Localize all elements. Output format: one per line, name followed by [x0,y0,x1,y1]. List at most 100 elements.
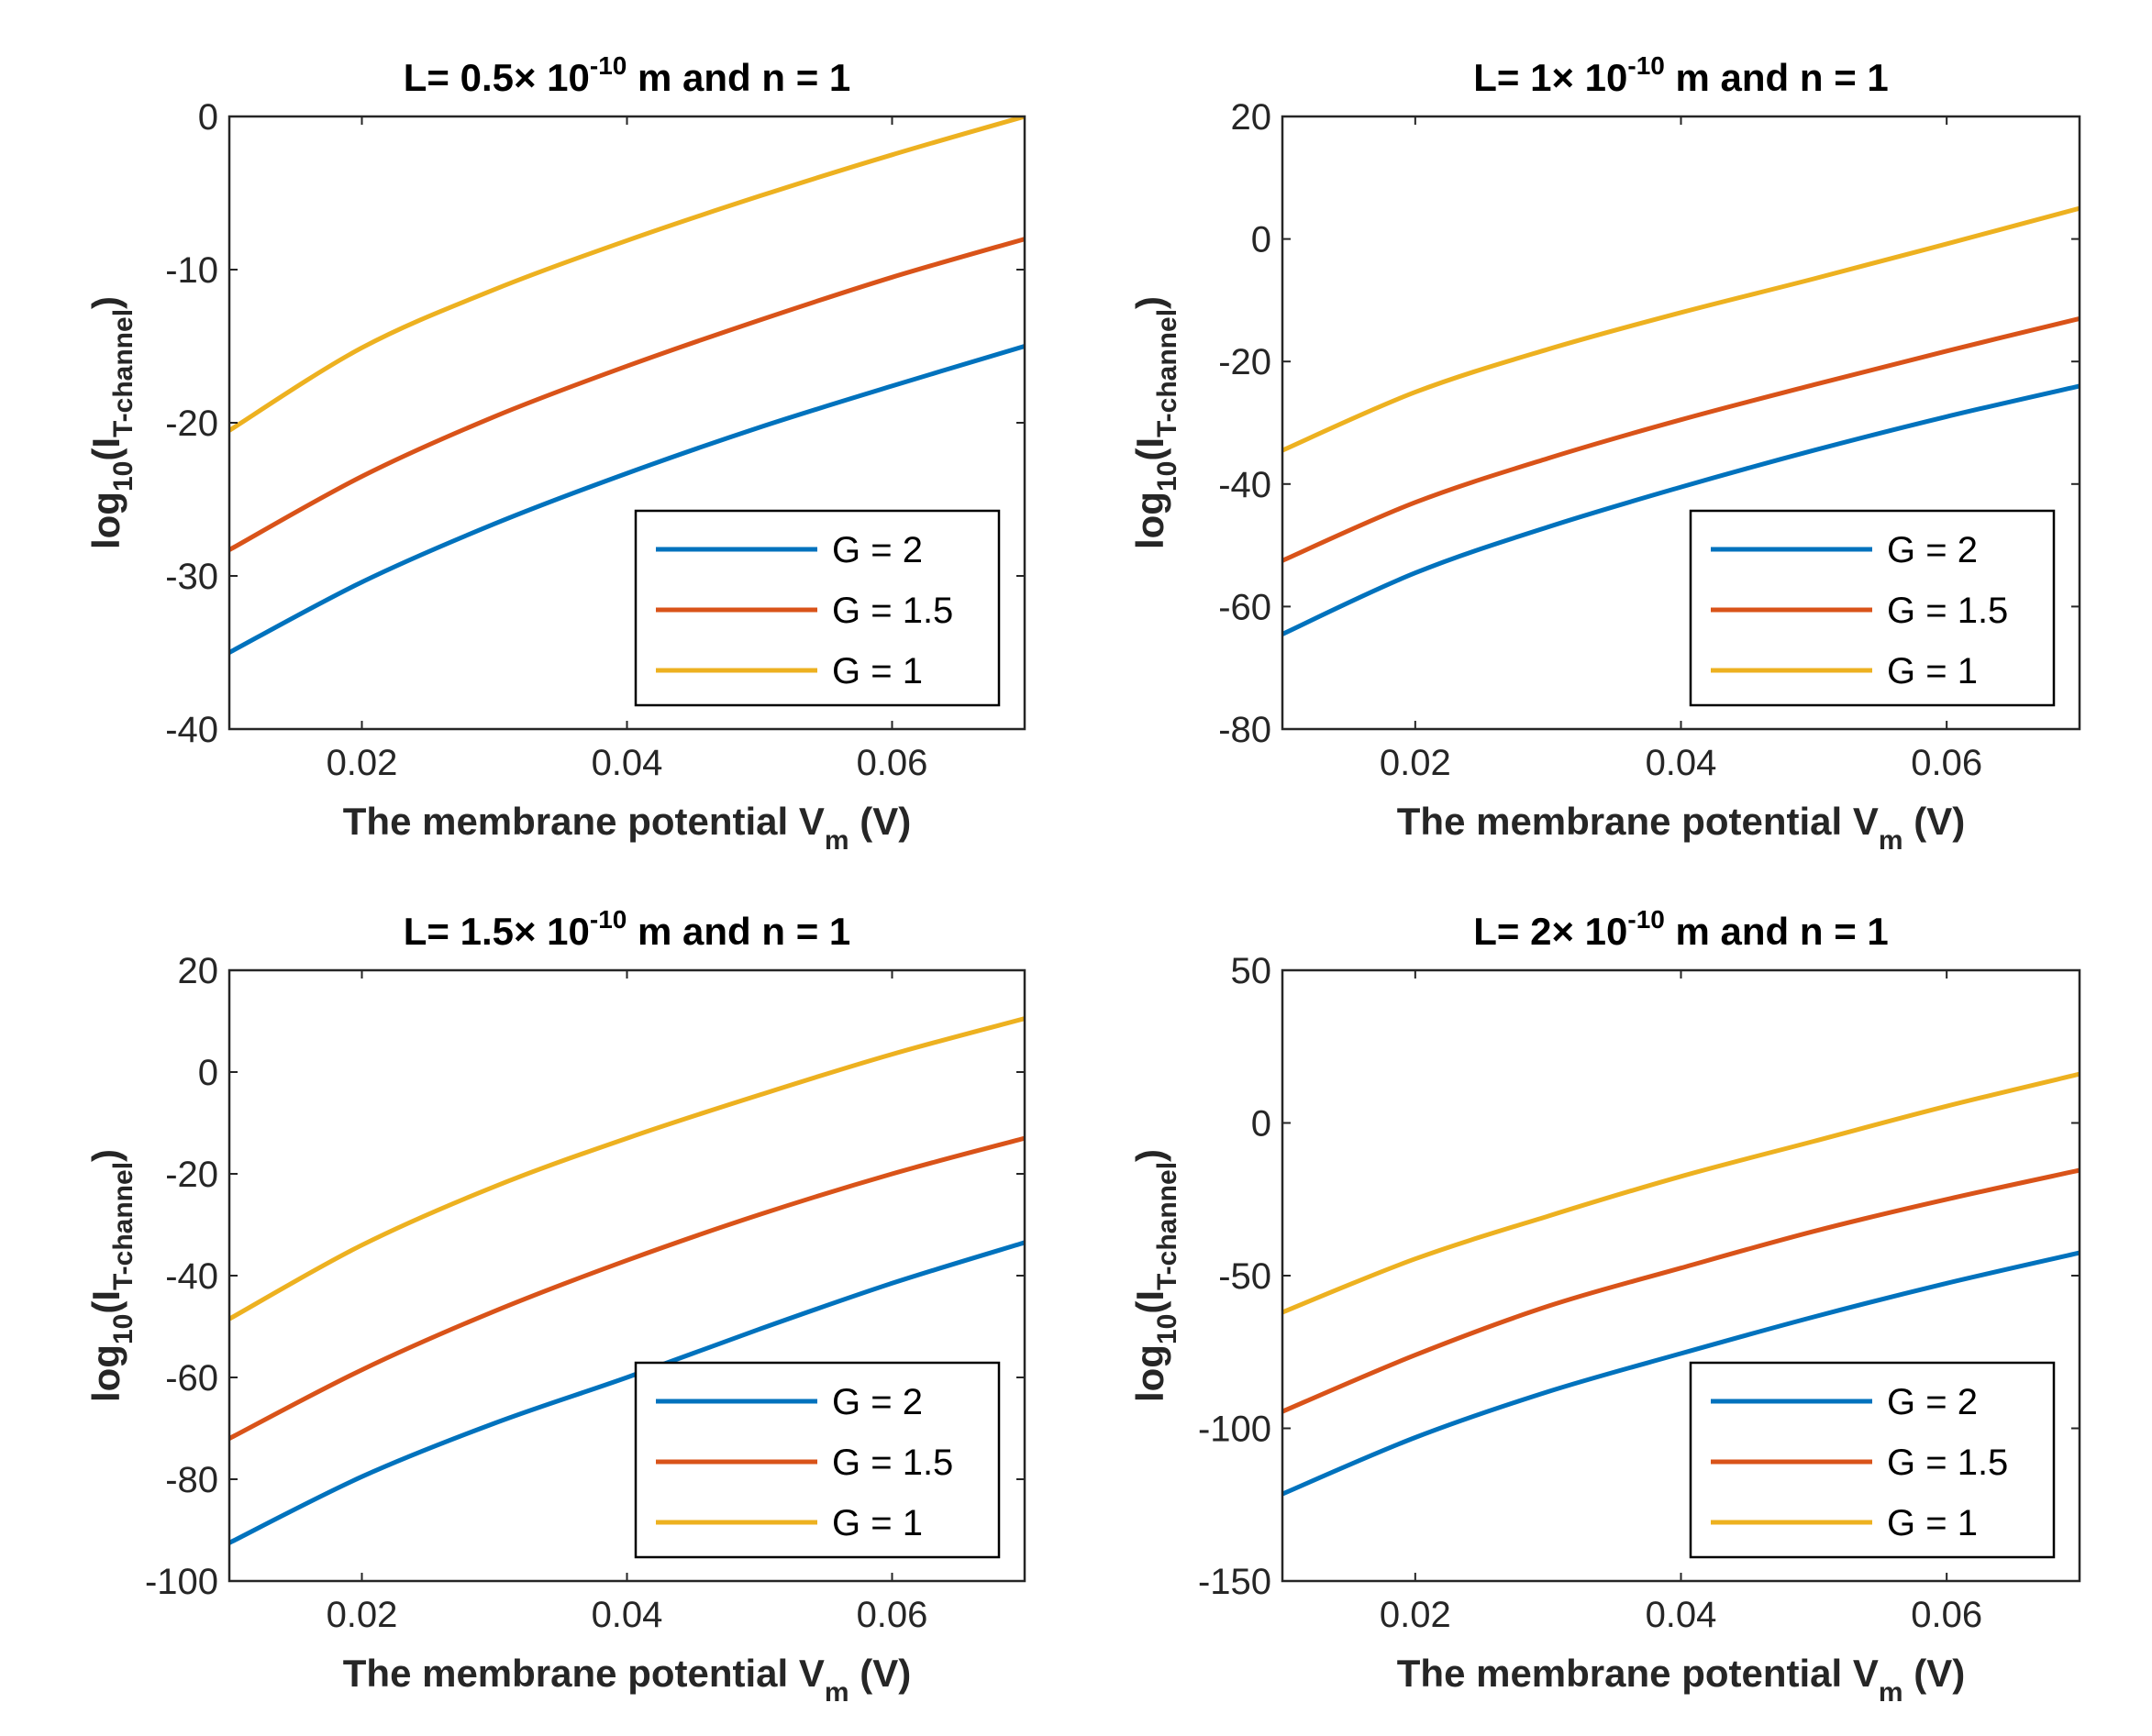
y-tick-label: -20 [1218,342,1271,382]
ylabel-tail: ) [84,296,128,309]
title-superscript: -10 [590,51,627,80]
series-line-3 [1282,1071,2080,1315]
series-line-1 [229,1240,1025,1545]
y-tick-label: -40 [165,1256,218,1297]
chart-title: L= 0.5× 10-10 m and n = 1 [404,51,851,99]
ylabel-sub-channel: T-channel [1152,1162,1182,1290]
series-line-2 [1282,1167,2080,1414]
legend-label: G = 1.5 [1887,1443,2008,1483]
y-tick-label: -50 [1218,1256,1271,1297]
legend-label: G = 2 [832,530,923,570]
y-tick-label: -20 [165,404,218,444]
x-axis-label: The membrane potential Vm (V) [1397,800,1965,856]
x-tick-label: 0.04 [592,743,663,783]
y-tick-label: -10 [165,250,218,291]
series-group [1282,1071,2080,1497]
y-tick-label: -100 [1198,1410,1271,1450]
legend-label: G = 1 [832,651,923,691]
y-tick-label: -100 [145,1562,218,1602]
ylabel-tail: ) [1128,296,1171,309]
legend: G = 2 G = 1.5 G = 1 [634,1361,1001,1559]
xlabel-tail: (V) [1903,1652,1966,1695]
x-axis-label: The membrane potential Vm (V) [343,800,911,856]
y-tick-label: 0 [198,1053,218,1093]
ylabel-log: log [84,1344,128,1402]
legend-label: G = 1.5 [832,1443,953,1483]
title-superscript: -10 [590,905,627,934]
series-line-3 [229,1016,1025,1321]
series-line-1 [1282,1250,2080,1497]
legend-label: G = 1 [1887,651,1978,691]
ylabel-sub-10: 10 [1152,1314,1182,1344]
xlabel-tail: (V) [849,1652,912,1695]
y-tick-label: 0 [1251,220,1271,260]
ylabel-mid: (I [84,1290,128,1314]
chart-title: L= 1× 10-10 m and n = 1 [1473,51,1889,99]
y-tick-label: 0 [1251,1104,1271,1144]
x-tick-label: 0.04 [1646,1595,1717,1635]
subplot-2: 0.02 0.04 0.06 -80 -60 -40 -20 0 20 L= 1× 10-10 m… [1128,51,2081,856]
y-axis-label: log10(IT-channel) [84,296,139,549]
legend-label: G = 2 [1887,1382,1978,1422]
xlabel-main: The membrane potential V [343,800,825,843]
xlabel-tail: (V) [849,800,912,843]
subplot-3: 0.02 0.04 0.06 -100 -80 -60 -40 -20 0 20 L= 1.5× 1… [84,905,1026,1708]
x-tick-label: 0.06 [857,1595,928,1635]
y-tick-label: 50 [1231,951,1272,991]
chart-title: L= 1.5× 10-10 m and n = 1 [404,905,851,953]
legend: G = 2 G = 1.5 G = 1 [1689,1361,2056,1559]
legend: G = 2 G = 1.5 G = 1 [1689,509,2056,707]
series-group [229,116,1025,655]
y-tick-label: -80 [165,1460,218,1500]
y-tick-label: -60 [1218,587,1271,627]
ylabel-mid: (I [1128,437,1171,461]
series-line-2 [1282,315,2080,563]
xlabel-subscript: m [1879,1677,1903,1708]
title-tail: m and n = 1 [1665,56,1889,99]
ylabel-mid: (I [1128,1290,1171,1314]
y-axis-label: log10(IT-channel) [1128,1149,1182,1402]
title-superscript: -10 [1627,905,1664,934]
legend-label: G = 1.5 [1887,591,2008,631]
y-tick-label: -40 [165,710,218,750]
title-tail: m and n = 1 [627,56,850,99]
title-tail: m and n = 1 [627,910,850,953]
xlabel-subscript: m [1879,825,1903,856]
ylabel-sub-10: 10 [108,1314,139,1344]
chart-title: L= 2× 10-10 m and n = 1 [1473,905,1889,953]
x-axis-label: The membrane potential Vm (V) [343,1652,911,1708]
ylabel-sub-channel: T-channel [1152,309,1182,437]
ylabel-tail: ) [1128,1149,1171,1162]
subplot-4: 0.02 0.04 0.06 -150 -100 -50 0 50 L= 2× 10-10 m … [1128,905,2081,1708]
y-tick-label: -60 [165,1358,218,1399]
y-tick-label: -30 [165,557,218,597]
ylabel-sub-channel: T-channel [108,1162,139,1290]
legend-label: G = 2 [1887,530,1978,570]
y-tick-label: -20 [165,1155,218,1195]
xlabel-main: The membrane potential V [343,1652,825,1695]
series-line-2 [229,1135,1025,1441]
xlabel-subscript: m [825,1677,849,1708]
xlabel-main: The membrane potential V [1397,1652,1879,1695]
ylabel-mid: (I [84,437,128,461]
xlabel-main: The membrane potential V [1397,800,1879,843]
title-tail: m and n = 1 [1665,910,1889,953]
ylabel-sub-10: 10 [1152,461,1182,492]
x-tick-label: 0.02 [327,1595,398,1635]
y-axis-label: log10(IT-channel) [84,1149,139,1402]
title-main: L= 2× 10 [1473,910,1627,953]
y-tick-label: -80 [1218,710,1271,750]
series-line-3 [229,116,1025,433]
x-tick-label: 0.06 [1911,743,1982,783]
ylabel-log: log [84,492,128,549]
ylabel-log: log [1128,1344,1171,1402]
title-main: L= 1.5× 10 [404,910,590,953]
ylabel-sub-10: 10 [108,461,139,492]
legend-label: G = 1 [1887,1503,1978,1543]
legend-label: G = 1.5 [832,591,953,631]
title-superscript: -10 [1627,51,1664,80]
y-tick-label: 20 [1231,97,1272,138]
x-tick-label: 0.02 [327,743,398,783]
